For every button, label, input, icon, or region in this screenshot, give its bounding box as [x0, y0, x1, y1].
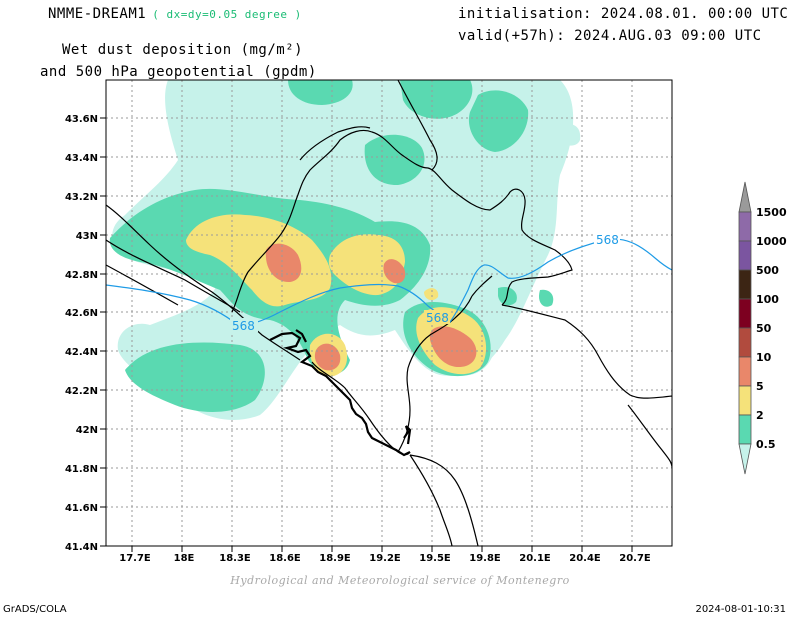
country-borders — [106, 80, 672, 546]
level-10-area — [265, 243, 477, 371]
legend-swatch — [738, 356, 752, 387]
footer-software: GrADS/COLA — [3, 604, 67, 615]
contour-label: 568 — [232, 319, 255, 333]
lon-label: 18.9E — [319, 553, 351, 564]
legend-swatch — [738, 240, 752, 271]
lon-label: 20.1E — [519, 553, 551, 564]
lat-label: 42.6N — [65, 308, 98, 319]
lat-label: 43.2N — [65, 192, 98, 203]
contour-label: 568 — [596, 233, 619, 247]
lat-label: 42.8N — [65, 270, 98, 281]
coastline — [269, 329, 412, 457]
legend-label: 50 — [756, 322, 772, 335]
legend-label: 0.5 — [756, 438, 776, 451]
lat-label: 43N — [76, 231, 98, 242]
legend-swatch — [738, 327, 752, 358]
legend-top-arrow — [738, 181, 752, 213]
lat-label: 42.4N — [65, 347, 98, 358]
title-line-2: and 500 hPa geopotential (gpdm) — [40, 64, 317, 80]
lon-label: 20.7E — [619, 553, 651, 564]
legend-swatch — [738, 211, 752, 242]
lat-label: 43.6N — [65, 114, 98, 125]
lat-labels: 43.6N 43.4N 43.2N 43N 42.8N 42.6N 42.4N … — [65, 114, 98, 553]
lat-ticks — [100, 117, 106, 547]
deposition-field — [109, 80, 581, 420]
lon-label: 18.6E — [269, 553, 301, 564]
lat-label: 41.6N — [65, 503, 98, 514]
title-line-1: Wet dust deposition (mg/m²) — [62, 42, 304, 58]
legend-labels: 1500 1000 500 100 50 10 5 2 0.5 — [756, 206, 787, 451]
legend-label: 10 — [756, 351, 772, 364]
lon-label: 20.4E — [569, 553, 601, 564]
legend-label: 2 — [756, 409, 764, 422]
legend-label: 100 — [756, 293, 779, 306]
lon-labels: 17.7E 18E 18.3E 18.6E 18.9E 19.2E 19.5E … — [119, 553, 651, 564]
legend-label: 1500 — [756, 206, 787, 219]
legend-bottom-arrow — [738, 443, 752, 475]
contour-label: 568 — [426, 311, 449, 325]
legend-label: 500 — [756, 264, 779, 277]
legend-swatch — [738, 298, 752, 329]
lat-label: 42N — [76, 425, 98, 436]
legend-swatch — [738, 269, 752, 300]
color-legend — [738, 181, 752, 475]
lon-label: 19.2E — [369, 553, 401, 564]
legend-label: 5 — [756, 380, 764, 393]
legend-label: 1000 — [756, 235, 787, 248]
legend-swatch — [738, 414, 752, 445]
lat-label: 41.8N — [65, 464, 98, 475]
lon-ticks — [131, 546, 633, 552]
lon-label: 18.3E — [219, 553, 251, 564]
lat-label: 41.4N — [65, 542, 98, 553]
grid-lines — [106, 80, 672, 546]
lon-label: 17.7E — [119, 553, 151, 564]
footer-timestamp: 2024-08-01-10:31 — [695, 604, 786, 615]
lon-label: 18E — [174, 553, 195, 564]
plot-frame — [105, 79, 673, 547]
resolution-label: ( dx=dy=0.05 degree ) — [152, 8, 302, 21]
lon-label: 19.8E — [469, 553, 501, 564]
legend-swatch — [738, 385, 752, 416]
lon-label: 19.5E — [419, 553, 451, 564]
lat-label: 42.2N — [65, 386, 98, 397]
initialisation-label: initialisation: 2024.08.01. 00:00 UTC — [458, 6, 789, 22]
model-name: NMME-DREAM1( dx=dy=0.05 degree ) — [48, 6, 302, 22]
credit-line: Hydrological and Meteorological service … — [230, 574, 570, 587]
lat-label: 43.4N — [65, 153, 98, 164]
valid-time-label: valid(+57h): 2024.AUG.03 09:00 UTC — [458, 28, 762, 44]
contour-labels: 568 568 568 — [230, 232, 620, 333]
